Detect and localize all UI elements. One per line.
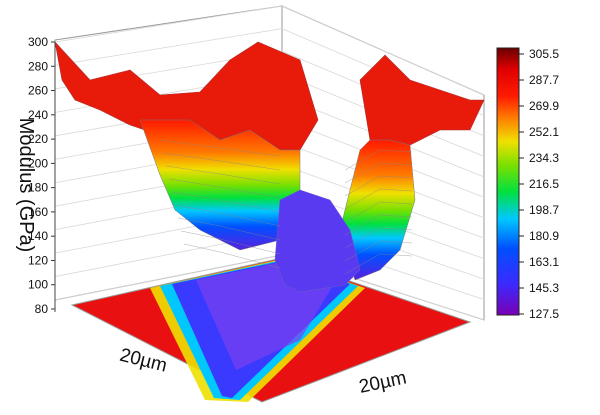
z-tick-label: 140 bbox=[28, 229, 48, 243]
colorbar-tick-label: 127.5 bbox=[529, 307, 559, 321]
z-tick-label: 120 bbox=[28, 253, 48, 267]
colorbar-tick-label: 234.3 bbox=[529, 151, 559, 165]
z-gridline-left-wall bbox=[54, 254, 283, 301]
surface-mesh-line bbox=[162, 152, 281, 171]
z-tick-label: 240 bbox=[28, 108, 48, 122]
surface-mesh-line bbox=[183, 243, 281, 269]
z-tick-label: 220 bbox=[28, 132, 48, 146]
colorbar-tick-label: 252.1 bbox=[529, 125, 559, 139]
surface-mesh bbox=[159, 139, 413, 275]
surface-mesh-line bbox=[344, 214, 413, 236]
colorbar-ticks: 305.5 287.7 269.9 252.1 234.3 216.5 198.7 180.9… bbox=[519, 47, 559, 321]
colorbar-tick-label: 163.1 bbox=[529, 255, 559, 269]
surface-mesh-line bbox=[177, 217, 281, 241]
surface-mesh-line bbox=[168, 178, 281, 199]
z-tick-label: 280 bbox=[28, 59, 48, 73]
z-gridline-right-wall bbox=[281, 5, 485, 96]
surface-mesh-line bbox=[344, 227, 413, 249]
z-gridline-left-wall bbox=[54, 28, 283, 66]
surface-mesh-line bbox=[180, 230, 281, 255]
surface-mesh-line bbox=[344, 149, 413, 171]
surface-mesh-line bbox=[344, 162, 413, 184]
surface-mesh-line bbox=[174, 204, 281, 227]
surface-mesh-line bbox=[159, 139, 281, 157]
colorbar-tick-label: 287.7 bbox=[529, 73, 559, 87]
z-tick-label: 300 bbox=[28, 35, 48, 49]
y-axis-label: 20µm bbox=[357, 367, 408, 398]
surface-mesh-line bbox=[171, 191, 281, 213]
z-tick-label: 100 bbox=[28, 278, 48, 292]
z-axis: 80 100 120 140 160 180 200 220 240 260 280 300 bbox=[28, 35, 56, 316]
modulus-surface bbox=[54, 41, 485, 293]
surface-mesh-line bbox=[165, 165, 281, 185]
surface-mesh-line bbox=[344, 240, 413, 262]
z-axis-label: Modulus (GPa) bbox=[15, 118, 37, 253]
z-tick-label: 260 bbox=[28, 84, 48, 98]
z-tick-label: 180 bbox=[28, 181, 48, 195]
colorbar: 305.5 287.7 269.9 252.1 234.3 216.5 198.7 180.9… bbox=[496, 47, 559, 321]
colorbar-tick-label: 305.5 bbox=[529, 47, 559, 61]
floor-contour bbox=[70, 257, 472, 403]
z-tick-label: 80 bbox=[35, 302, 49, 316]
colorbar-tick-label: 180.9 bbox=[529, 229, 559, 243]
colorbar-tick-label: 269.9 bbox=[529, 99, 559, 113]
colorbar-gradient bbox=[496, 47, 520, 316]
z-gridline-left-wall bbox=[54, 5, 283, 43]
surface-trough bbox=[274, 189, 361, 293]
colorbar-tick-label: 145.3 bbox=[529, 281, 559, 295]
colorbar-tick-label: 198.7 bbox=[529, 203, 559, 217]
surface-mesh-line bbox=[344, 188, 413, 210]
z-tick-label: 160 bbox=[28, 205, 48, 219]
z-tick-label: 200 bbox=[28, 156, 48, 170]
colorbar-tick-label: 216.5 bbox=[529, 177, 559, 191]
surface-mesh-line bbox=[344, 201, 413, 223]
surface-mesh-line bbox=[344, 175, 413, 197]
surface-mesh-line bbox=[344, 253, 413, 275]
